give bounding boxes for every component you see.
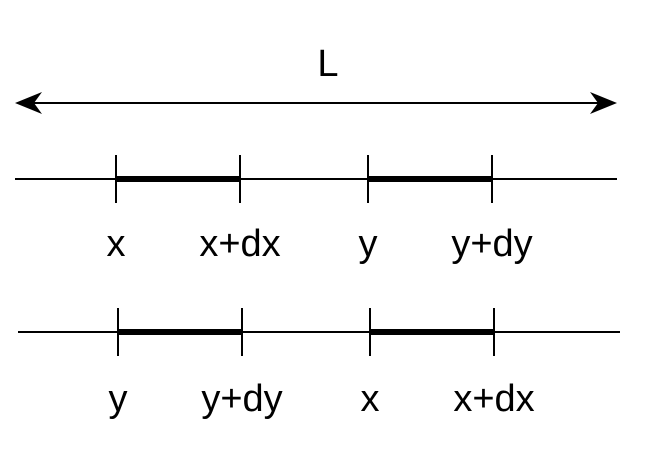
row2-label-2: x — [361, 378, 380, 420]
row2-label-0: y — [109, 378, 128, 420]
arrowhead-left-icon — [15, 92, 42, 114]
row2-label-3: x+dx — [453, 378, 534, 420]
length-arrow — [15, 92, 617, 114]
row2-label-1: y+dy — [201, 378, 282, 420]
arrowhead-right-icon — [590, 92, 617, 114]
row1-label-0: x — [107, 223, 126, 265]
row1-label-2: y — [359, 223, 378, 265]
number-line-row-2: y y+dy x x+dx — [18, 308, 620, 420]
row1-label-3: y+dy — [451, 223, 532, 265]
row1-label-1: x+dx — [199, 223, 280, 265]
length-label: L — [317, 43, 338, 85]
number-line-row-1: x x+dx y y+dy — [15, 155, 617, 265]
